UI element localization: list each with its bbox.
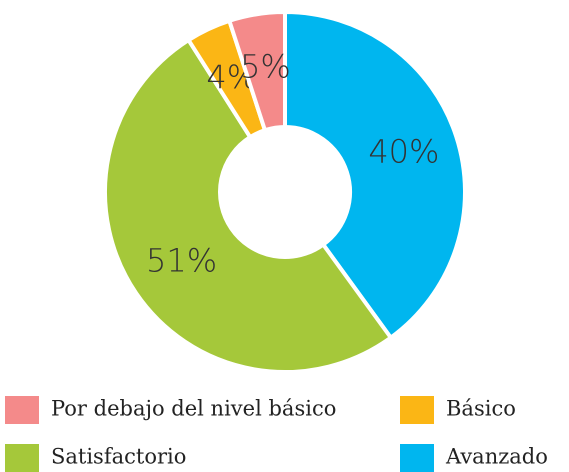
legend-swatch	[5, 444, 39, 472]
legend-label: Básico	[446, 397, 516, 421]
legend-label: Avanzado	[445, 445, 548, 469]
legend-label: Satisfactorio	[51, 445, 186, 469]
legend-label: Por debajo del nivel básico	[51, 397, 336, 421]
legend-swatch	[400, 444, 434, 472]
legend-swatch	[5, 396, 39, 424]
data-label: 40%	[368, 132, 439, 170]
donut-slice	[103, 37, 394, 374]
data-label: 51%	[146, 241, 217, 279]
legend-swatch	[400, 396, 434, 424]
donut-slice	[283, 9, 467, 341]
donut-slice	[226, 9, 287, 133]
data-label: 5%	[240, 48, 291, 86]
